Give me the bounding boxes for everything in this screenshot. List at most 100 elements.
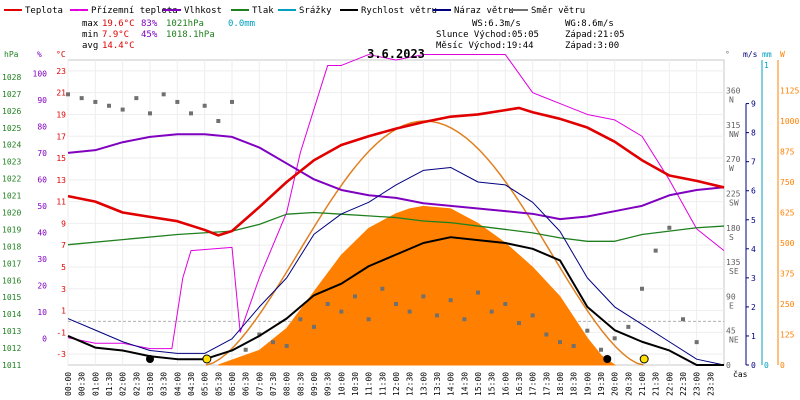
pressure-tick-label: 1017 — [2, 259, 21, 268]
stat-max-rain: 0.0mm — [228, 19, 255, 29]
time-tick-label: 01:30 — [105, 372, 114, 396]
solar-tick-label: 375 — [780, 270, 795, 279]
legend-label-prizemni: Přízemní teplota — [91, 6, 178, 16]
wind-direction-point — [558, 340, 562, 345]
direction-tick-label: 180 — [726, 224, 741, 233]
wind-direction-point — [448, 298, 453, 303]
wind-direction-point — [407, 309, 412, 314]
wind-direction-point — [489, 309, 494, 314]
time-tick-label: 04:30 — [187, 372, 196, 396]
wind-direction-point — [626, 324, 631, 329]
time-tick-label: 13:00 — [419, 372, 428, 396]
wind-direction-point — [421, 294, 426, 299]
time-tick-label: 22:30 — [679, 372, 688, 396]
pressure-tick-label: 1028 — [2, 73, 21, 82]
time-tick-label: 14:30 — [460, 372, 469, 396]
wind-direction-point — [148, 111, 152, 116]
pressure-tick-label: 1019 — [2, 225, 21, 234]
wind-direction-point — [476, 290, 480, 295]
pressure-tick-label: 1027 — [2, 90, 21, 99]
unit-degc: °C — [56, 50, 66, 59]
wind-speed-line — [67, 236, 724, 366]
legend-label-smer: Směr větru — [531, 6, 585, 16]
unit-mm: mm — [762, 50, 772, 59]
pressure-tick-label: 1018 — [2, 242, 21, 251]
wind-direction-point — [612, 336, 617, 341]
humidity-tick-label: 0 — [42, 334, 47, 343]
direction-tick-label: 90 — [726, 292, 736, 301]
wind-direction-point — [325, 302, 330, 306]
time-tick-label: 08:00 — [283, 372, 292, 396]
temp-tick-label: 23 — [56, 67, 66, 76]
sun-marker — [202, 354, 212, 364]
time-tick-label: 20:00 — [611, 372, 620, 396]
time-tick-label: 23:00 — [693, 372, 702, 396]
time-tick-label: 09:00 — [310, 372, 319, 396]
wind-tick-label: 4 — [751, 245, 756, 254]
solar-radiation-area — [218, 205, 617, 366]
wind-tick-label: 6 — [751, 187, 756, 196]
stat-avg-temp: 14.4°C — [102, 41, 135, 51]
wind-direction-point — [503, 302, 508, 306]
time-tick-label: 18:30 — [570, 372, 579, 396]
chart-title: 3.6.2023 — [367, 47, 425, 61]
wind-direction-point — [435, 313, 439, 318]
time-tick-label: 06:00 — [228, 372, 237, 396]
time-tick-label: 13:30 — [433, 372, 442, 396]
time-tick-label: 20:30 — [624, 372, 633, 396]
stat-sun: Slunce Východ:05:05 — [436, 30, 539, 40]
direction-tick-label: 45 — [726, 327, 736, 336]
temp-tick-label: 17 — [56, 132, 66, 141]
wind-tick-label: 5 — [751, 216, 756, 225]
time-tick-label: 10:30 — [351, 372, 360, 396]
pressure-tick-label: 1021 — [2, 192, 21, 201]
wind-direction-point — [544, 332, 549, 337]
wind-direction-point — [462, 317, 467, 322]
wind-direction-point — [640, 286, 644, 291]
wind-direction-point — [134, 96, 139, 101]
wind-direction-point — [271, 340, 275, 345]
time-tick-label: 10:00 — [337, 372, 346, 396]
rain-tick-label: 1 — [764, 61, 769, 70]
wind-direction-point — [312, 324, 316, 329]
pressure-tick-label: 1016 — [2, 276, 21, 285]
sun-moon-markers — [146, 354, 649, 364]
pressure-tick-label: 1024 — [2, 141, 21, 150]
wind-direction-point — [107, 103, 111, 108]
pressure-tick-label: 1022 — [2, 175, 21, 184]
wind-direction-point — [161, 92, 166, 97]
time-tick-label: 07:00 — [255, 372, 264, 396]
humidity-tick-label: 50 — [37, 202, 47, 211]
compass-label: SE — [729, 267, 739, 276]
direction-tick-label: 135 — [726, 258, 741, 267]
wind-direction-point — [571, 343, 576, 348]
solar-tick-label: 750 — [780, 178, 795, 187]
wind-tick-label: 8 — [751, 129, 756, 138]
temp-tick-label: -1 — [56, 328, 66, 337]
time-tick-label: 12:00 — [392, 372, 401, 396]
time-tick-label: 12:30 — [406, 372, 415, 396]
humidity-tick-label: 70 — [37, 149, 47, 158]
compass-label: W — [729, 164, 734, 173]
wind-direction-point — [653, 248, 658, 253]
pressure-line — [67, 211, 725, 246]
legend-label-tlak: Tlak — [252, 6, 274, 16]
compass-label: NE — [729, 336, 739, 345]
compass-label: S — [729, 233, 734, 242]
wind-direction-point — [599, 347, 603, 352]
legend-label-naraz: Náraz větru — [454, 6, 514, 16]
wind-direction-point — [339, 309, 344, 314]
direction-tick-label: 315 — [726, 121, 741, 130]
wind-tick-label: 2 — [751, 303, 756, 312]
humidity-tick-label: 30 — [37, 255, 47, 264]
temperature-line — [67, 106, 725, 237]
sun-marker — [639, 354, 649, 364]
wind-direction-point — [175, 99, 180, 104]
pressure-tick-label: 1012 — [2, 344, 21, 353]
legend-label-vlhkost: Vlhkost — [184, 6, 222, 16]
direction-tick-label: 270 — [726, 155, 741, 164]
time-tick-label: 04:00 — [173, 372, 182, 396]
humidity-tick-label: 60 — [37, 175, 47, 184]
time-tick-label: 21:30 — [652, 372, 661, 396]
wind-tick-label: 1 — [751, 332, 756, 341]
